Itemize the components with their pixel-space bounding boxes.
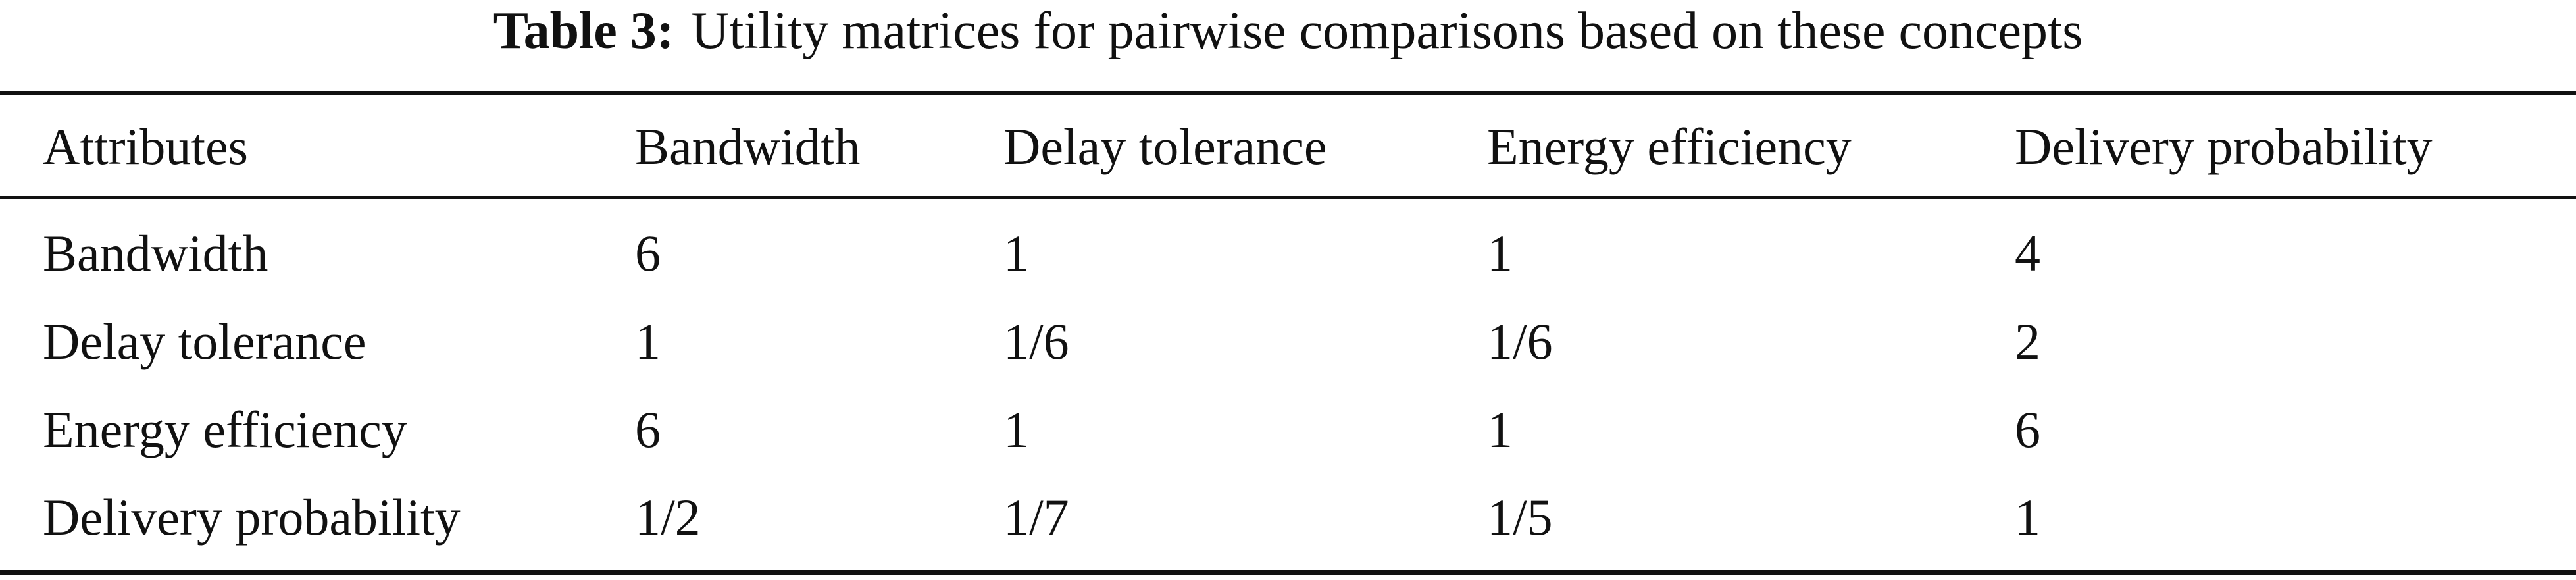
row-label-cell: Bandwidth (43, 224, 268, 282)
header-cell-attributes: Attributes (43, 118, 248, 175)
table-cell: 1 (1487, 224, 1513, 282)
header-cell-delay-tolerance: Delay tolerance (1003, 118, 1327, 175)
row-label-cell: Delay tolerance (43, 313, 366, 370)
header-cell-energy-efficiency: Energy efficiency (1487, 118, 1852, 175)
table-caption: Table 3: Utility matrices for pairwise co… (0, 0, 2576, 63)
header-cell-delivery-probability: Delivery probability (2015, 118, 2433, 175)
table-header-row: Attributes Bandwidth Delay tolerance Ene… (0, 107, 2576, 186)
table-caption-label: Table 3: (493, 2, 674, 60)
table-cell: 1/6 (1003, 313, 1069, 370)
table-cell: 6 (635, 224, 661, 282)
table-cell: 1/7 (1003, 488, 1069, 546)
table-cell: 1/6 (1487, 313, 1553, 370)
table-caption-text: Utility matrices for pairwise comparison… (691, 2, 2083, 60)
table-cell: 1 (1003, 224, 1029, 282)
table-row: Bandwidth 6 1 1 4 (0, 214, 2576, 293)
table-bottom-rule (0, 570, 2576, 575)
table-cell: 4 (2015, 224, 2040, 282)
table-cell: 1 (635, 313, 661, 370)
table-top-rule (0, 91, 2576, 95)
table-cell: 1/2 (635, 488, 701, 546)
table-cell: 1 (2015, 488, 2040, 546)
table-row: Delay tolerance 1 1/6 1/6 2 (0, 302, 2576, 381)
table-row: Delivery probability 1/2 1/7 1/5 1 (0, 478, 2576, 557)
table-cell: 1/5 (1487, 488, 1553, 546)
table-cell: 2 (2015, 313, 2040, 370)
table-row: Energy efficiency 6 1 1 6 (0, 390, 2576, 469)
table-cell: 1 (1487, 401, 1513, 458)
table-cell: 6 (2015, 401, 2040, 458)
header-cell-bandwidth: Bandwidth (635, 118, 861, 175)
table-cell: 6 (635, 401, 661, 458)
row-label-cell: Delivery probability (43, 488, 461, 546)
table-cell: 1 (1003, 401, 1029, 458)
table-header-rule (0, 196, 2576, 199)
row-label-cell: Energy efficiency (43, 401, 407, 458)
